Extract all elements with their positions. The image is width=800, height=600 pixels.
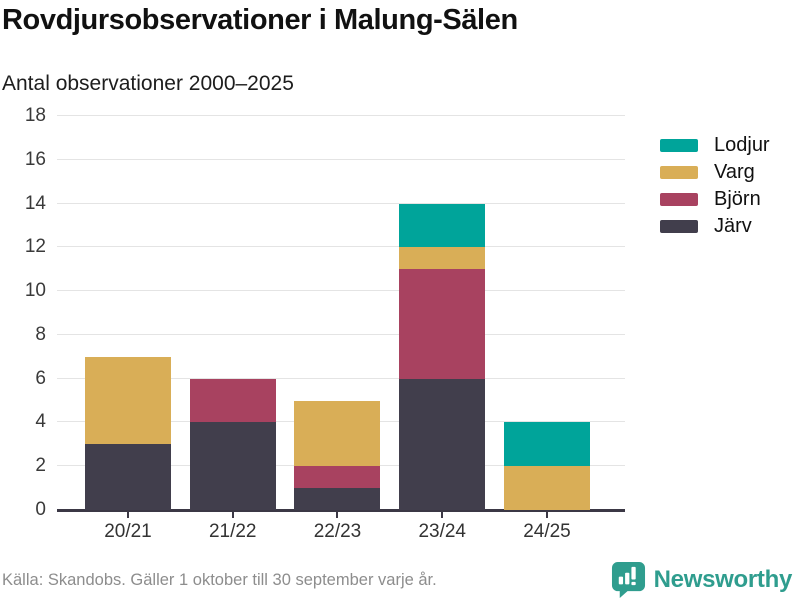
legend-swatch <box>660 193 698 206</box>
legend-item-jrv: Järv <box>660 213 770 240</box>
y-tick-label: 12 <box>24 236 46 258</box>
plot-area: 20/21 21/22 22/23 23/24 24/25 <box>57 115 625 542</box>
legend-label: Björn <box>714 188 761 210</box>
bar-segment-varg <box>294 400 381 467</box>
bar-segment-bjrn <box>399 269 486 379</box>
y-tick-label: 4 <box>35 411 46 433</box>
legend-item-bjrn: Björn <box>660 186 770 213</box>
y-tick-label: 10 <box>24 280 46 302</box>
gridline <box>57 115 625 116</box>
newsworthy-logo-icon <box>611 562 645 598</box>
legend-label: Lodjur <box>714 134 770 156</box>
x-tick-label: 23/24 <box>418 521 466 542</box>
x-tick-label: 20/21 <box>104 521 152 542</box>
legend-swatch <box>660 166 698 179</box>
gridline <box>57 290 625 292</box>
bar-segment-varg <box>399 247 486 270</box>
brand-name: Newsworthy <box>653 565 793 593</box>
bar-segment-lodjur <box>503 422 590 467</box>
gridline <box>57 377 625 379</box>
bar-segment-bjrn <box>294 466 381 489</box>
gridline <box>57 202 625 204</box>
chart-title: Rovdjursobservationer i Malung-Sälen <box>2 4 518 36</box>
x-axis-line <box>57 509 625 512</box>
legend-swatch <box>660 139 698 152</box>
bar-segment-jrv <box>189 422 276 510</box>
y-tick-label: 8 <box>35 323 46 345</box>
legend-label: Varg <box>714 161 755 183</box>
y-tick-label: 16 <box>24 148 46 170</box>
bar-segment-jrv <box>399 378 486 510</box>
bar-segment-jrv <box>84 444 171 510</box>
gridline <box>57 333 625 335</box>
bar-segment-bjrn <box>189 378 276 423</box>
bar-segment-jrv <box>294 488 381 510</box>
bar-segment-lodjur <box>399 203 486 248</box>
x-axis-tick <box>231 511 234 518</box>
source-note: Källa: Skandobs. Gäller 1 oktober till 3… <box>2 571 437 589</box>
x-axis-tick <box>545 511 548 518</box>
y-tick-label: 14 <box>24 192 46 214</box>
legend-item-varg: Varg <box>660 159 770 186</box>
y-tick-label: 2 <box>35 455 46 477</box>
y-tick-label: 6 <box>35 367 46 389</box>
legend: Lodjur Varg Björn Järv <box>660 132 770 240</box>
gridline <box>57 246 625 248</box>
legend-label: Järv <box>714 215 752 237</box>
brand: Newsworthy <box>611 561 792 598</box>
x-axis-tick <box>126 511 129 518</box>
chart-subtitle: Antal observationer 2000–2025 <box>2 72 294 95</box>
x-axis-tick <box>336 511 339 518</box>
y-tick-label: 18 <box>24 105 46 126</box>
y-axis-labels: 0 2 4 6 8 10 12 14 16 18 <box>0 106 46 520</box>
legend-item-lodjur: Lodjur <box>660 132 770 159</box>
y-tick-label: 0 <box>35 499 46 520</box>
x-tick-label: 24/25 <box>523 521 571 542</box>
x-axis-tick <box>441 511 444 518</box>
legend-swatch <box>660 220 698 233</box>
bar-segment-varg <box>503 466 590 510</box>
gridline <box>57 158 625 160</box>
x-tick-label: 22/23 <box>313 521 362 542</box>
bar-segment-varg <box>84 356 171 445</box>
x-tick-label: 21/22 <box>208 521 257 542</box>
